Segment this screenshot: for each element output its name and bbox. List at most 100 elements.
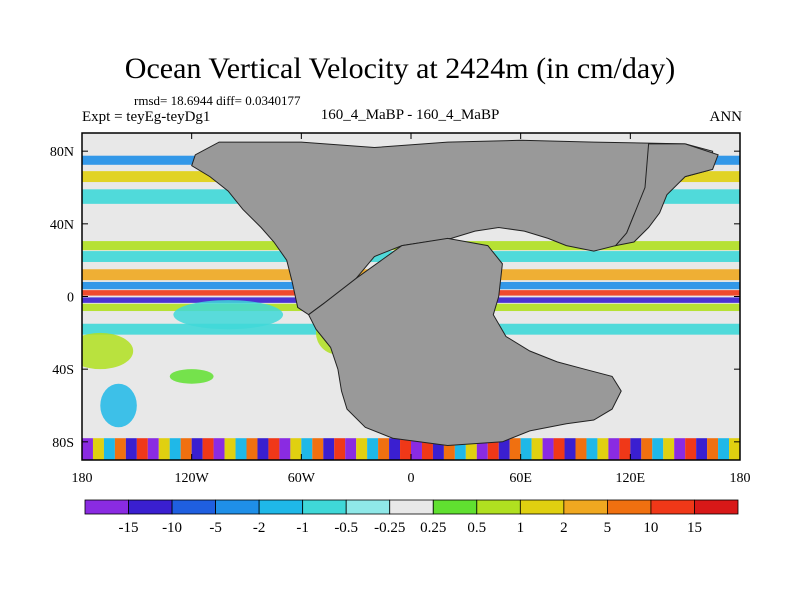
field-cell [652, 438, 664, 460]
field-cell [257, 438, 269, 460]
colorbar-swatch [215, 499, 260, 515]
colorbar-label: -0.5 [334, 520, 358, 536]
field-cell [323, 438, 335, 460]
y-tick-label: 80N [50, 145, 74, 160]
field-cell [465, 438, 477, 460]
field-cell [312, 438, 324, 460]
field-cell [147, 438, 159, 460]
y-tick-label: 0 [67, 291, 74, 306]
x-tick-label: 180 [730, 471, 751, 486]
field-cell [290, 438, 302, 460]
field-cell [586, 438, 598, 460]
colorbar-swatch [128, 499, 173, 515]
axes: 180 120W 60W 0 60E 120E 180 80N 40N 0 40S 80S [50, 133, 751, 486]
field-cell [597, 438, 609, 460]
field-cell [564, 438, 576, 460]
colorbar: -15 -10 -5 -2 -1 -0.5 -0.25 0.25 0.5 1 2 5 10 15 [84, 499, 739, 536]
x-tick-label: 120W [175, 471, 210, 486]
land-gondwana [307, 237, 622, 447]
field-cell [729, 438, 740, 460]
field-cell [520, 438, 532, 460]
x-tick-label: 180 [72, 471, 93, 486]
field-patch [169, 369, 214, 384]
field-cell [575, 438, 587, 460]
field-cell [696, 438, 708, 460]
field-cell [114, 438, 126, 460]
field-cell [213, 438, 225, 460]
field-cell [685, 438, 697, 460]
colorbar-swatch [258, 499, 304, 515]
field-cell [498, 438, 510, 460]
field-cell [509, 438, 521, 460]
land-northeast-asia [614, 143, 719, 247]
colorbar-swatch [694, 499, 739, 515]
season-label: ANN [709, 109, 743, 125]
chart-subtitle: 160_4_MaBP - 160_4_MaBP [320, 107, 500, 123]
field-cell [246, 438, 258, 460]
colorbar-label: -15 [119, 520, 139, 536]
colorbar-label: 1 [517, 520, 525, 536]
field-cell [707, 438, 719, 460]
colorbar-swatch [345, 499, 391, 515]
colorbar-swatch [563, 499, 608, 515]
colorbar-label: 0.5 [467, 520, 486, 536]
x-tick-label: 0 [408, 471, 415, 486]
x-tick-label: 60E [509, 471, 532, 486]
field-cell [82, 438, 93, 460]
field-cell [531, 438, 543, 460]
colorbar-label: -5 [209, 520, 222, 536]
field-cell [400, 438, 411, 460]
field-cell [367, 438, 379, 460]
field-cell [674, 438, 686, 460]
y-tick-label: 80S [52, 436, 74, 451]
colorbar-label: 0.25 [420, 520, 446, 536]
field-cell [92, 438, 104, 460]
colorbar-label: -10 [162, 520, 182, 536]
stats-line: rmsd= 18.6944 diff= 0.0340177 [134, 93, 301, 108]
colorbar-swatch [171, 499, 216, 515]
chart-title: Ocean Vertical Velocity at 2424m (in cm/… [124, 52, 676, 85]
field-cell [136, 438, 148, 460]
colorbar-swatch [84, 499, 129, 515]
y-tick-label: 40S [52, 363, 74, 378]
land-laurasia [191, 139, 714, 316]
field-cell [158, 438, 170, 460]
field-cell [169, 438, 181, 460]
field-cell [476, 438, 488, 460]
field-cell [180, 438, 192, 460]
field-cell [301, 438, 313, 460]
field-patch [82, 332, 134, 370]
colorbar-label: 2 [560, 520, 568, 536]
field-cell [443, 438, 455, 460]
field-cell [235, 438, 247, 460]
field-cell [619, 438, 631, 460]
colorbar-label: 5 [604, 520, 612, 536]
y-tick-label: 40N [50, 218, 74, 233]
field-patch [173, 300, 284, 330]
field-cell [345, 438, 357, 460]
field-cell [542, 438, 554, 460]
field-cell [268, 438, 280, 460]
field-cell [432, 438, 444, 460]
field-cell [103, 438, 115, 460]
field-cell [191, 438, 203, 460]
experiment-label: Expt = teyEg-teyDg1 [82, 109, 211, 125]
field-cell [279, 438, 291, 460]
colorbar-label: 10 [643, 520, 658, 536]
field-cell [224, 438, 236, 460]
colorbar-swatch [432, 499, 478, 515]
field-cell [356, 438, 368, 460]
field-cell [202, 438, 214, 460]
field-cell [334, 438, 346, 460]
field-cell [663, 438, 675, 460]
field-cell [411, 438, 422, 460]
field-cell [378, 438, 390, 460]
colorbar-label: -2 [253, 520, 266, 536]
field-cell [608, 438, 620, 460]
colorbar-swatch [476, 499, 521, 515]
x-tick-label: 120E [616, 471, 646, 486]
colorbar-swatch [389, 499, 434, 515]
field-cell [421, 438, 433, 460]
x-tick-label: 60W [288, 471, 316, 486]
